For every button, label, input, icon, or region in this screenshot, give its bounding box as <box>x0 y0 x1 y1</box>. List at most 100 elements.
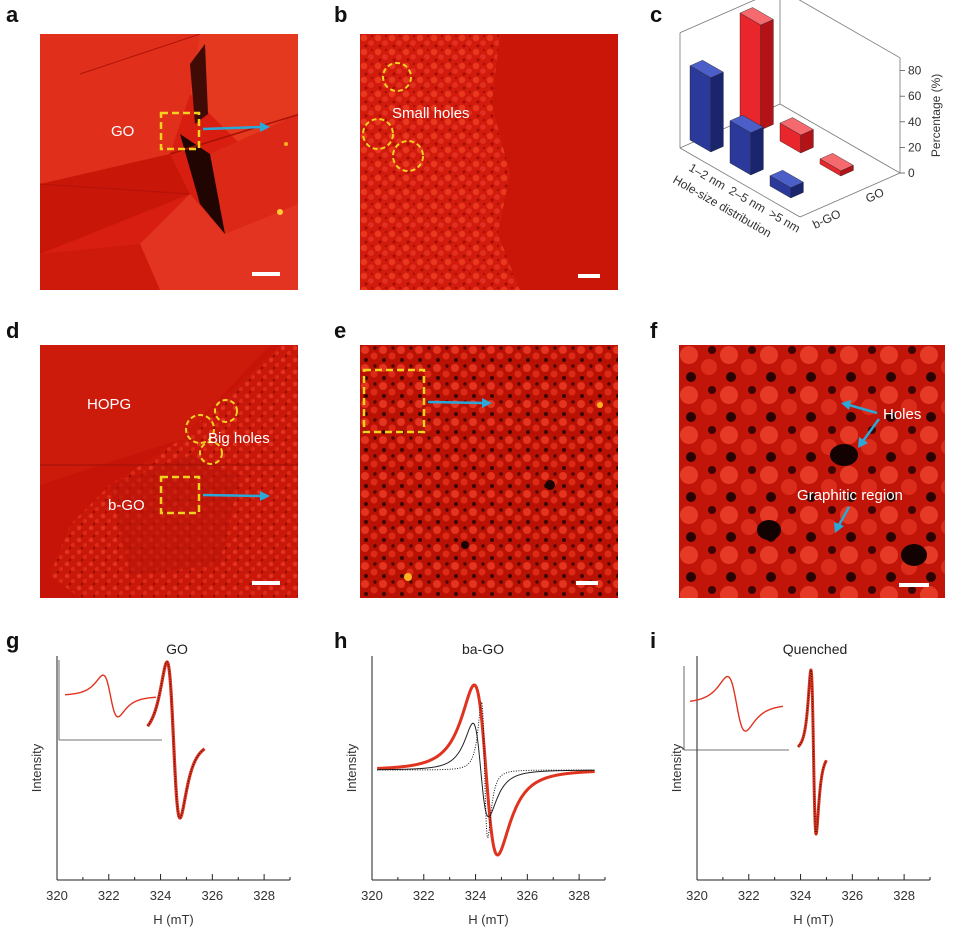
eprG-x-tick-label: 326 <box>201 888 223 903</box>
eprH-title: ba-GO <box>462 641 504 657</box>
panel-letter-c: c <box>650 2 663 27</box>
chart-c-ztick-label: 60 <box>908 89 922 103</box>
chart-h-series-component <box>377 722 595 818</box>
chart-c-bar-1-2 <box>819 158 841 177</box>
eprH-y-label: Intensity <box>344 743 359 792</box>
panel-letter-e: e <box>334 318 347 343</box>
chart-c-bar-1-2-top <box>819 153 854 172</box>
chart-c-bar-0-2 <box>769 175 791 199</box>
zoom-arrow-a <box>202 125 263 131</box>
eprH-x-label: H (mT) <box>468 912 508 927</box>
chart-c-ztick-label: 40 <box>908 115 922 129</box>
label-go: GO <box>111 123 134 140</box>
scale-bar-b <box>578 274 600 278</box>
eprI-x-tick-label: 326 <box>841 888 863 903</box>
chart-c-bar-1-1 <box>779 122 801 154</box>
selection-box-d <box>159 475 201 515</box>
chart-c-frame-line <box>679 147 801 218</box>
chart-c-ztick-label: 80 <box>908 64 922 78</box>
eprG-x-tick-label: 328 <box>253 888 275 903</box>
hole-marker-b3 <box>392 140 424 172</box>
zoom-arrow-d <box>202 493 263 498</box>
panel-letter-a: a <box>6 2 19 27</box>
chart-c-bar-0-0 <box>689 65 711 153</box>
eprG-x-label: H (mT) <box>153 912 193 927</box>
eprI-y-label: Intensity <box>669 743 684 792</box>
afm-image-d: HOPG Big holes b-GO <box>40 345 298 598</box>
eprG-inset-curve <box>64 674 157 718</box>
chart-c-bar-0-2-side <box>790 181 804 199</box>
afm-image-b: Small holes <box>360 34 618 290</box>
eprI-x-tick-label: 322 <box>738 888 760 903</box>
chart-c-category-label: 1–2 nm <box>687 160 729 192</box>
chart-c-bar-0-1-top <box>729 114 764 133</box>
eprI-x-tick-label: 328 <box>893 888 915 903</box>
chart-c-bar-1-0-side <box>760 19 774 131</box>
chart-c-frame-line <box>679 0 756 34</box>
panel-letter-g: g <box>6 628 20 653</box>
selection-box-a <box>159 111 201 151</box>
chart-g-series-data <box>147 661 205 819</box>
panel-letter-d: d <box>6 318 20 343</box>
scale-bar-d <box>252 581 280 585</box>
chart-c-category-label: 2–5 nm <box>727 183 769 215</box>
label-small-holes: Small holes <box>392 105 470 122</box>
chart-c-bar-1-1-top <box>779 117 814 136</box>
chart-c-frame-line <box>798 0 901 59</box>
afm-image-e <box>360 345 618 598</box>
eprH-x-tick-label: 322 <box>413 888 435 903</box>
hole-marker-d1 <box>185 414 215 444</box>
chart-h-series-broad <box>377 683 595 857</box>
chart-c-frame-line <box>679 103 781 149</box>
chart-i-series-data <box>797 669 827 835</box>
afm-image-a: GO <box>40 34 298 290</box>
chart-c-bar-1-2-side <box>840 164 854 177</box>
selection-box-e <box>362 368 426 434</box>
chart-c-bar-1-1-side <box>800 129 814 154</box>
chart-h-series-narrow <box>377 700 595 839</box>
chart-c-bar-0-2-top <box>769 169 804 188</box>
chart-c-bar-0-0-top <box>689 59 724 78</box>
holes-arrow-2 <box>861 418 881 442</box>
eprG-x-tick-label: 320 <box>46 888 68 903</box>
chart-c-ztick-label: 20 <box>908 140 922 154</box>
eprH-x-tick-label: 324 <box>465 888 487 903</box>
panel-letter-b: b <box>334 2 348 27</box>
chart-c-zlabel: Percentage (%) <box>929 74 943 157</box>
eprH-x-tick-label: 326 <box>516 888 538 903</box>
label-big-holes: Big holes <box>208 430 270 447</box>
panel-letter-f: f <box>650 318 658 343</box>
eprG-x-tick-label: 324 <box>150 888 172 903</box>
eprG-x-tick-label: 322 <box>98 888 120 903</box>
holes-arrow-1 <box>848 403 878 415</box>
chart-c-xlabel: Hole-size distribution <box>671 172 774 240</box>
label-bgo: b-GO <box>108 497 145 514</box>
chart-c-bar-0-1 <box>729 120 751 176</box>
label-graphitic-region: Graphitic region <box>797 487 903 504</box>
eprH-x-tick-label: 328 <box>568 888 590 903</box>
chart-g-series-fit <box>146 660 206 820</box>
chart-c-frame-line <box>799 172 901 218</box>
scale-bar-a <box>252 272 280 276</box>
chart-c-category-label: >5 nm <box>767 206 803 235</box>
hole-marker-b1 <box>382 62 412 92</box>
panel-letter-h: h <box>334 628 348 653</box>
chart-c-bar-0-1-side <box>750 126 764 176</box>
panel-letter-i: i <box>650 628 657 653</box>
chart-c-bar-1-0-top <box>739 7 774 26</box>
chart-c-bar-0-0-side <box>710 71 724 153</box>
eprG-y-label: Intensity <box>29 743 44 792</box>
eprI-x-tick-label: 320 <box>686 888 708 903</box>
chart-c-series-label-bgo: b-GO <box>810 207 843 232</box>
label-holes: Holes <box>883 406 921 423</box>
eprG-title: GO <box>166 641 188 657</box>
zoom-arrow-e <box>427 400 485 405</box>
hole-marker-d2 <box>214 399 238 423</box>
label-hopg: HOPG <box>87 396 131 413</box>
eprI-inset-curve <box>689 675 784 732</box>
scale-bar-f <box>899 583 929 587</box>
scale-bar-e <box>576 581 598 585</box>
afm-image-f: Holes Graphitic region <box>679 345 945 598</box>
chart-i-series-fit <box>796 668 828 836</box>
hole-marker-d3 <box>199 441 223 465</box>
